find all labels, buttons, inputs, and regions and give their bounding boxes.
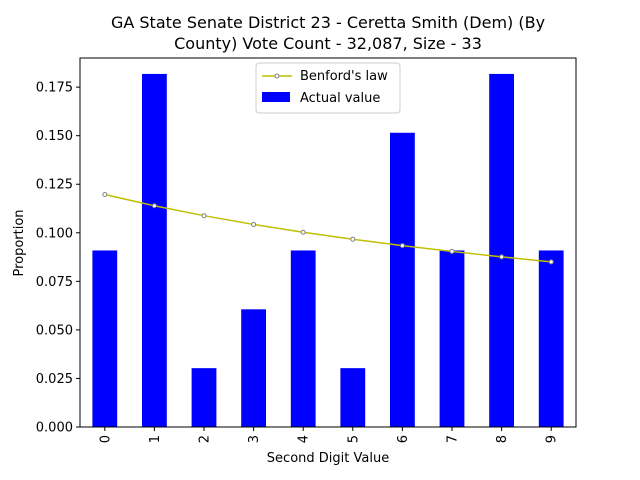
y-axis: 0.000 0.025 0.050 0.075 0.100 0.125 0.150 0.175 — [36, 81, 80, 436]
x-axis: 0 1 2 3 4 5 6 7 8 9 — [98, 427, 560, 443]
x-tick-label: 8 — [495, 435, 510, 443]
x-tick-label: 5 — [346, 435, 361, 443]
x-tick-label: 9 — [545, 435, 560, 443]
y-tick-label: 0.075 — [36, 275, 73, 290]
bar-6 — [390, 132, 415, 427]
benford-point-1 — [151, 203, 157, 209]
benford-point-2 — [201, 213, 207, 219]
y-axis-label: Proportion — [12, 209, 27, 276]
benford-point-4 — [300, 229, 306, 235]
benford-point-5 — [350, 236, 356, 242]
y-tick-label: 0.175 — [36, 81, 73, 96]
x-tick-label: 3 — [247, 435, 262, 443]
benford-line — [104, 193, 552, 263]
bar-1 — [142, 73, 167, 427]
benford-point-3 — [251, 221, 257, 227]
x-tick-label: 0 — [98, 435, 113, 443]
benford-point-8 — [499, 254, 505, 260]
y-tick-label: 0.100 — [36, 226, 73, 241]
legend: Benford's law Actual value — [255, 62, 401, 114]
bar-7 — [439, 250, 465, 427]
y-tick-label: 0.000 — [36, 421, 73, 436]
x-tick-label: 1 — [148, 435, 163, 443]
x-tick-label: 4 — [297, 435, 312, 443]
bar-2 — [191, 368, 217, 427]
legend-benford-marker — [274, 73, 280, 79]
benford-point-7 — [449, 248, 455, 254]
y-tick-label: 0.050 — [36, 323, 73, 338]
x-axis-label: Second Digit Value — [267, 451, 389, 466]
chart-title-line-2: County) Vote Count - 32,087, Size - 33 — [174, 34, 482, 53]
benford-line-series — [102, 192, 554, 265]
chart-title-line-1: GA State Senate District 23 - Ceretta Sm… — [111, 13, 545, 32]
x-tick-label: 7 — [446, 435, 461, 443]
bar-3 — [241, 309, 266, 427]
x-tick-label: 2 — [198, 435, 213, 443]
bar-9 — [538, 250, 564, 427]
x-tick-label: 6 — [396, 435, 411, 443]
benford-point-6 — [399, 243, 405, 249]
bar-5 — [340, 368, 366, 427]
bar-series — [92, 73, 564, 427]
bar-0 — [92, 250, 118, 427]
y-tick-label: 0.125 — [36, 178, 73, 193]
y-tick-label: 0.150 — [36, 129, 73, 144]
plot-frame — [79, 57, 577, 428]
legend-actual-label: Actual value — [300, 91, 380, 106]
legend-benford-label: Benford's law — [300, 69, 388, 84]
legend-actual-swatch — [262, 92, 290, 102]
bar-4 — [290, 250, 316, 427]
benford-point-0 — [102, 192, 108, 198]
y-tick-label: 0.025 — [36, 372, 73, 387]
benford-point-9 — [548, 259, 554, 265]
bar-8 — [489, 73, 514, 427]
